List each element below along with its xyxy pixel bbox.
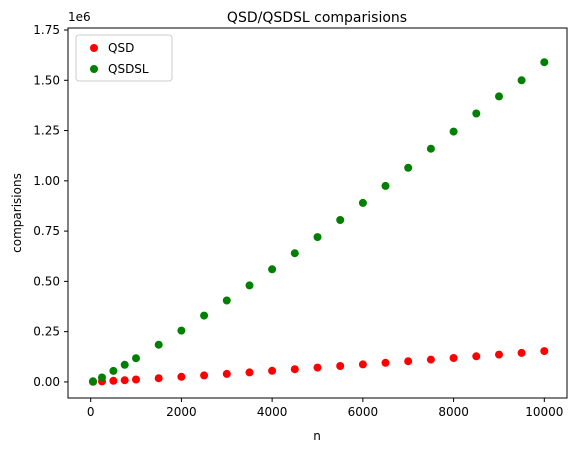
point-qsd: [404, 357, 413, 366]
point-qsdsl: [336, 216, 345, 224]
x-tick-label: 6000: [348, 405, 379, 419]
point-qsd: [540, 347, 549, 356]
point-qsdsl: [222, 296, 231, 305]
x-tick-label: 0: [87, 405, 95, 419]
y-axis-label: comparisions: [10, 173, 24, 253]
legend: QSD QSDSL: [75, 34, 173, 82]
point-qsdsl: [358, 198, 367, 207]
legend-box: [75, 34, 173, 82]
point-qsdsl: [177, 326, 186, 335]
point-qsd: [313, 363, 322, 372]
point-qsdsl: [98, 373, 106, 382]
y-tick-label: 1.75: [33, 23, 60, 37]
point-qsdsl: [245, 281, 254, 290]
point-qsd: [472, 352, 481, 361]
point-qsdsl: [381, 181, 390, 190]
point-qsd: [268, 366, 277, 375]
x-tick-label: 8000: [438, 405, 469, 419]
point-qsd: [200, 371, 209, 380]
point-qsdsl: [404, 163, 413, 172]
x-tick-label: 4000: [257, 405, 288, 419]
point-qsdsl: [426, 144, 435, 153]
x-tick-label: 10000: [525, 405, 563, 419]
point-qsdsl: [495, 92, 503, 101]
point-qsdsl: [449, 127, 458, 136]
x-axis-label: n: [313, 429, 321, 443]
point-qsd: [177, 372, 186, 381]
point-qsd: [495, 350, 503, 359]
point-qsd: [132, 375, 140, 384]
y-tick-label: 0.25: [33, 325, 60, 339]
point-qsd: [120, 376, 129, 385]
y-tick-label: 0.50: [33, 274, 60, 288]
point-qsdsl: [200, 311, 209, 320]
point-qsd: [222, 369, 231, 378]
plot-area: [89, 58, 549, 386]
point-qsd: [449, 354, 458, 362]
legend-label-qsd: QSD: [108, 41, 134, 55]
point-qsd: [154, 374, 163, 383]
point-qsd: [245, 368, 254, 377]
axes: 0 2000 4000 6000 8000 10000 0.00 0.25 0.50 0.75 1.…: [33, 23, 568, 419]
point-qsdsl: [313, 233, 322, 242]
point-qsd: [290, 365, 299, 374]
point-qsdsl: [89, 377, 97, 386]
point-qsd: [336, 362, 345, 370]
point-qsdsl: [109, 366, 118, 375]
point-qsd: [358, 360, 367, 369]
chart-title: QSD/QSDSL comparisions: [227, 10, 407, 26]
point-qsdsl: [132, 354, 140, 363]
point-qsd: [426, 355, 435, 364]
point-qsd: [381, 358, 390, 367]
point-qsdsl: [290, 249, 299, 258]
y-tick-label: 0.75: [33, 224, 60, 238]
y-tick-label: 1.50: [33, 73, 60, 87]
legend-label-qsdsl: QSDSL: [108, 62, 149, 76]
point-qsdsl: [268, 265, 277, 274]
y-tick-label: 0.00: [33, 375, 60, 389]
y-tick-label: 1.25: [33, 124, 60, 138]
legend-marker-qsd: [90, 44, 98, 52]
point-qsdsl: [540, 58, 549, 67]
series-qsdsl: [89, 58, 549, 386]
point-qsd: [109, 376, 118, 385]
y-tick-label: 1.00: [33, 174, 60, 188]
point-qsdsl: [120, 360, 129, 369]
point-qsdsl: [154, 340, 163, 349]
point-qsdsl: [517, 76, 526, 85]
axes-frame: [67, 27, 568, 399]
point-qsdsl: [472, 109, 481, 118]
legend-marker-qsdsl: [90, 65, 98, 73]
y-offset-label: 1e6: [68, 10, 91, 24]
point-qsd: [517, 348, 526, 357]
x-tick-label: 2000: [166, 405, 197, 419]
